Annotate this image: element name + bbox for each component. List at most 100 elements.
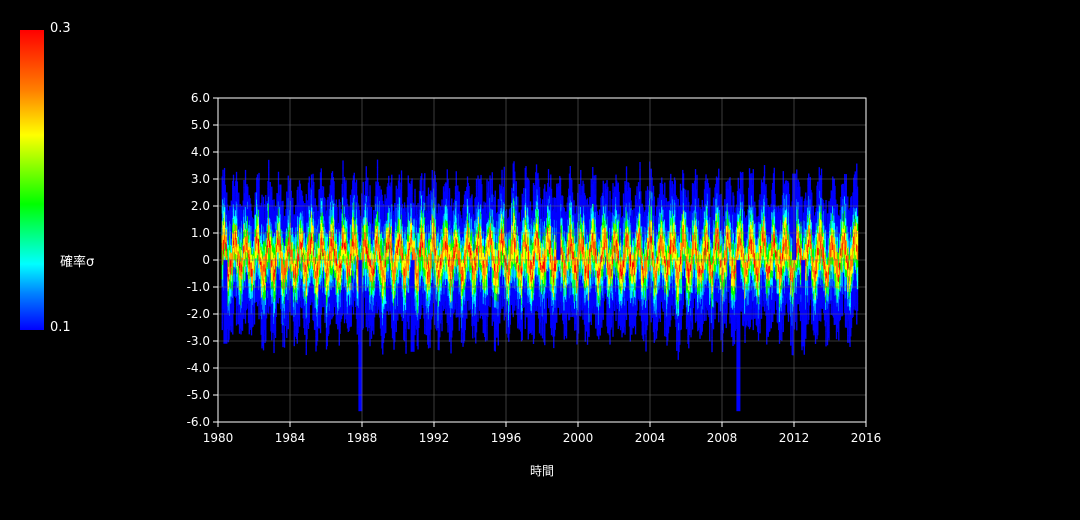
heat-cell	[241, 279, 244, 288]
heat-cell	[295, 277, 297, 286]
heat-cell	[244, 302, 246, 311]
heat-cell	[223, 253, 225, 262]
heat-cell	[338, 221, 340, 230]
heat-cell	[332, 177, 334, 185]
heat-cell	[365, 231, 367, 240]
heat-cell	[303, 291, 305, 300]
heat-cell	[362, 276, 364, 285]
heat-cell	[320, 219, 322, 228]
heat-cell	[298, 246, 300, 255]
heat-cell	[364, 181, 367, 190]
heat-cell	[319, 283, 321, 292]
heat-cell	[333, 232, 335, 241]
heat-cell	[331, 180, 333, 189]
heat-cell	[301, 220, 303, 229]
heat-cell	[319, 223, 322, 232]
heat-cell	[261, 282, 263, 291]
heat-cell	[318, 284, 320, 293]
heat-cell	[371, 315, 373, 324]
heat-cell	[305, 332, 307, 341]
heat-cell	[229, 227, 231, 236]
heat-cell	[376, 239, 379, 248]
heat-cell	[277, 266, 279, 275]
heat-cell	[224, 235, 226, 244]
heat-cell	[347, 309, 349, 318]
heat-cell	[307, 299, 310, 308]
heat-cell	[349, 318, 352, 327]
heat-cell	[347, 287, 349, 296]
heat-cell	[313, 291, 315, 300]
heat-cell	[258, 267, 260, 276]
heat-cell	[384, 245, 386, 254]
heat-cell	[331, 251, 334, 260]
heat-cell	[221, 205, 223, 214]
heat-cell	[417, 203, 419, 212]
heat-cell	[265, 223, 268, 231]
heat-cell	[263, 271, 265, 279]
heat-cell	[222, 206, 224, 215]
heat-cell	[231, 303, 233, 312]
heat-cell	[290, 205, 292, 214]
heat-cell	[343, 282, 345, 291]
heat-cell	[280, 221, 283, 230]
heat-cell	[262, 301, 264, 310]
heat-cell	[271, 302, 274, 310]
heat-cell	[355, 269, 357, 278]
heat-cell	[296, 189, 298, 198]
heat-cell	[328, 215, 331, 224]
heat-cell	[291, 227, 293, 236]
heat-cell	[253, 294, 256, 303]
heat-cell	[295, 321, 297, 330]
heat-cell	[284, 245, 286, 254]
heat-cell	[302, 310, 304, 319]
heat-cell	[285, 238, 287, 247]
heat-cell	[337, 241, 339, 250]
heat-cell	[349, 290, 351, 299]
heat-cell	[271, 193, 273, 202]
heat-cell	[380, 291, 382, 300]
heat-cell	[277, 295, 280, 304]
heat-cell	[302, 244, 304, 253]
heat-cell	[300, 284, 302, 293]
heat-cell	[333, 276, 335, 284]
heat-cell	[310, 275, 312, 284]
heat-cell	[225, 234, 227, 243]
heat-cell	[361, 241, 364, 250]
heat-cell	[244, 251, 246, 260]
heat-cell	[268, 174, 270, 183]
heat-cell	[256, 269, 259, 278]
heat-cell	[380, 313, 382, 322]
heat-cell	[316, 257, 318, 266]
heat-cell	[379, 320, 382, 329]
heat-cell	[367, 239, 370, 248]
heat-cell	[285, 252, 287, 261]
heat-cell	[228, 317, 230, 326]
heat-cell	[372, 238, 374, 246]
heat-cell	[235, 266, 238, 275]
heat-cell	[338, 264, 340, 273]
heat-cell	[263, 263, 265, 272]
heat-cell	[274, 246, 276, 255]
heat-cell	[311, 199, 313, 208]
heat-cell	[334, 298, 337, 307]
heat-cell	[343, 264, 346, 273]
heat-cell	[331, 209, 333, 218]
heat-cell	[316, 301, 318, 310]
heat-cell	[374, 298, 376, 307]
heat-cell	[375, 203, 377, 212]
heat-cell	[357, 312, 359, 321]
heat-cell	[373, 251, 376, 260]
heat-cell	[310, 225, 313, 234]
heat-cell	[382, 200, 384, 209]
heat-cell	[245, 280, 247, 289]
heat-cell	[268, 167, 270, 176]
heat-cell	[289, 207, 292, 216]
heat-cell	[264, 298, 266, 307]
heat-cell	[317, 269, 319, 278]
heat-cell	[380, 189, 382, 198]
heat-cell	[349, 217, 351, 226]
heat-cell	[272, 325, 274, 333]
heat-cell	[235, 253, 237, 262]
heat-cell	[361, 234, 364, 243]
heat-cell	[226, 236, 228, 245]
